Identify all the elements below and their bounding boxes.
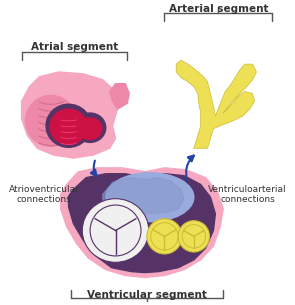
Ellipse shape [50, 109, 87, 144]
Ellipse shape [74, 113, 106, 142]
Polygon shape [68, 174, 215, 273]
Polygon shape [176, 60, 256, 148]
Circle shape [178, 221, 209, 252]
Ellipse shape [106, 173, 194, 222]
Polygon shape [22, 72, 117, 158]
Text: Arterial segment: Arterial segment [168, 4, 268, 14]
Polygon shape [61, 168, 223, 278]
Ellipse shape [82, 199, 149, 262]
Text: Atrial segment: Atrial segment [31, 41, 118, 52]
Text: Atrioventricular
connections: Atrioventricular connections [9, 185, 80, 204]
Text: Ventriculoarterial
connections: Ventriculoarterial connections [208, 185, 287, 204]
Circle shape [147, 219, 182, 254]
Ellipse shape [78, 118, 102, 139]
Ellipse shape [46, 104, 91, 147]
Ellipse shape [25, 95, 76, 146]
Polygon shape [110, 84, 129, 109]
Polygon shape [103, 178, 184, 214]
Text: Ventricular segment: Ventricular segment [87, 290, 207, 300]
